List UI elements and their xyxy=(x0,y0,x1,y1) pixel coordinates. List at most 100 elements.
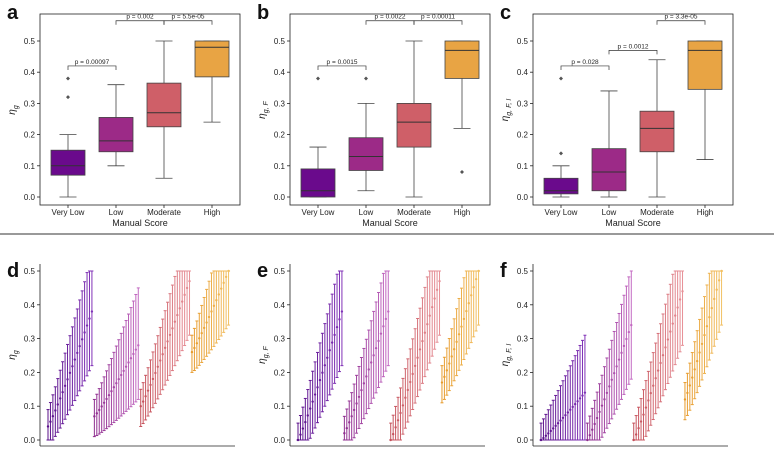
range-point xyxy=(477,269,480,273)
x-tick-label: Very Low xyxy=(52,208,85,217)
range-point xyxy=(107,393,111,397)
range-point xyxy=(610,378,613,382)
range-point xyxy=(443,375,446,379)
range-point xyxy=(217,293,220,296)
range-point xyxy=(556,422,560,425)
significance-bracket: p = 5.5e-05 xyxy=(163,14,213,25)
range-point xyxy=(93,415,96,418)
range-point xyxy=(146,389,150,392)
box-iqr xyxy=(687,40,723,90)
range-point xyxy=(440,381,444,384)
outlier-point xyxy=(559,151,563,156)
range-point xyxy=(88,317,91,320)
range-point xyxy=(387,310,390,313)
y-tick-label: 0.1 xyxy=(24,402,36,411)
range-point xyxy=(212,304,216,308)
x-tick-label: Moderate xyxy=(147,208,181,217)
range-point xyxy=(455,340,458,344)
range-point xyxy=(423,331,427,334)
range-point xyxy=(301,427,305,430)
range-point xyxy=(588,434,591,437)
range-point xyxy=(309,407,312,410)
plot-frame xyxy=(39,13,241,206)
range-point xyxy=(326,356,329,359)
range-point xyxy=(222,281,225,285)
range-point xyxy=(617,358,621,361)
range-point xyxy=(552,427,555,430)
range-point xyxy=(227,269,230,273)
range-point xyxy=(156,365,159,368)
range-point xyxy=(413,364,417,368)
range-point xyxy=(141,400,145,403)
p-value-label: p = 0.0012 xyxy=(618,43,649,50)
range-point xyxy=(139,405,142,408)
range-point xyxy=(120,373,123,377)
range-point xyxy=(166,340,169,343)
range-point xyxy=(348,421,351,424)
range-point xyxy=(161,353,164,356)
range-point xyxy=(462,317,466,321)
y-tick-label: 0.0 xyxy=(274,436,286,445)
y-axis-label: ηg, F, I xyxy=(500,99,513,122)
range-point xyxy=(428,314,431,317)
panel-a: a 0.0 0.1 0.2 0.3 0.4 0.5 ηg Very Low Low Moderate… xyxy=(7,2,241,228)
significance-bracket: p = 0.00011 xyxy=(413,14,463,25)
plot-frame xyxy=(532,13,734,206)
range-point xyxy=(68,371,72,375)
box-iqr xyxy=(98,117,134,153)
range-point xyxy=(656,369,660,372)
y-axis-label: ηg, F xyxy=(257,345,270,363)
y-tick-label: 0.4 xyxy=(274,68,286,77)
range-point xyxy=(399,411,402,415)
range-point xyxy=(569,408,572,411)
y-tick-label: 0.1 xyxy=(517,162,529,171)
range-point xyxy=(452,348,456,351)
range-point xyxy=(330,341,334,344)
y-tick-label: 0.1 xyxy=(274,162,286,171)
y-tick-label: 0.2 xyxy=(274,131,286,140)
range-point xyxy=(370,361,373,364)
range-point xyxy=(355,402,358,405)
range-point xyxy=(195,342,199,345)
range-point xyxy=(615,365,618,368)
range-point xyxy=(198,337,201,340)
significance-bracket: p = 0.0022 xyxy=(365,14,415,25)
box-iqr xyxy=(444,40,480,79)
range-point xyxy=(418,348,422,351)
range-point xyxy=(448,362,451,365)
box-iqr xyxy=(591,148,627,192)
range-point xyxy=(333,333,336,337)
box-high xyxy=(444,40,480,175)
range-point xyxy=(578,397,582,400)
range-point xyxy=(61,390,64,394)
range-point xyxy=(190,350,194,354)
box-very-low xyxy=(300,76,336,198)
y-tick-label: 0.3 xyxy=(24,99,36,108)
range-point xyxy=(632,438,635,442)
range-point xyxy=(188,279,191,283)
range-point xyxy=(647,399,650,402)
range-point xyxy=(564,414,567,417)
panel-e: e 0.0 0.1 0.2 0.3 0.4 0.5 ηg, F xyxy=(257,260,485,447)
range-point xyxy=(117,377,120,381)
range-point xyxy=(224,275,228,279)
range-point xyxy=(100,405,103,408)
range-point xyxy=(210,310,213,313)
range-point xyxy=(132,352,135,356)
significance-bracket: p = 0.00097 xyxy=(67,59,117,70)
range-point xyxy=(299,433,302,436)
x-tick-label: Moderate xyxy=(640,208,674,217)
y-axis-label-sub: g xyxy=(13,105,20,109)
x-axis-label: Manual Score xyxy=(362,218,418,228)
x-tick-label: High xyxy=(697,208,713,217)
range-point xyxy=(715,288,718,291)
range-point xyxy=(168,333,172,337)
range-point xyxy=(539,438,543,442)
range-point xyxy=(681,290,684,293)
plot-frame xyxy=(289,13,491,206)
range-point xyxy=(474,277,478,281)
y-tick-label: 0.4 xyxy=(517,301,529,310)
range-point xyxy=(627,330,631,334)
range-point xyxy=(365,375,368,378)
